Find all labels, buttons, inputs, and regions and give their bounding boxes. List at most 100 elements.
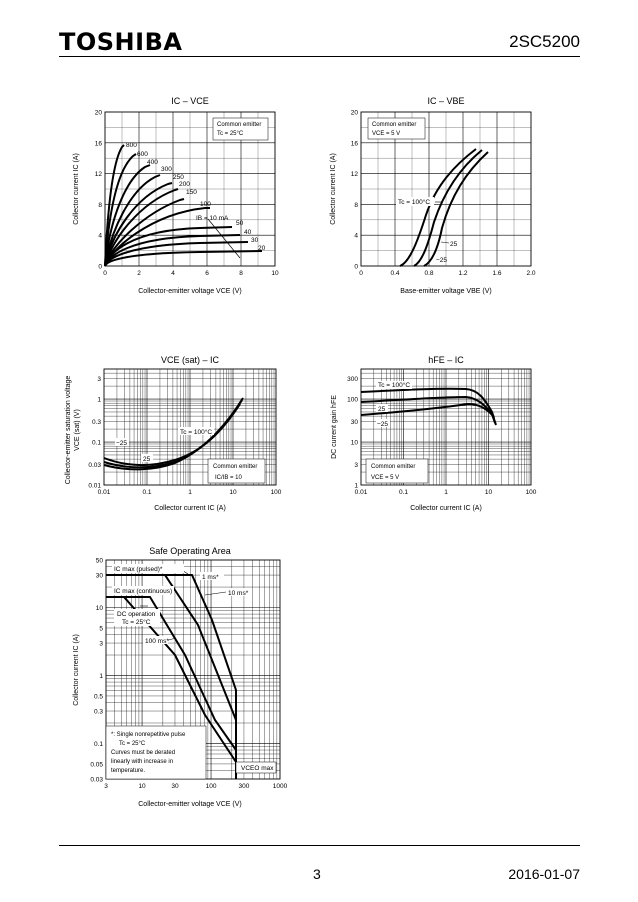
curves [104,144,263,267]
y-ticks: 0 4 8 12 16 20 [95,110,103,271]
soa-label: DC operation [117,611,156,618]
curve-10ms [106,574,237,721]
curve-ib-20 [104,250,263,267]
curve-label: 250 [173,174,184,181]
y-ticks: 1 3 10 30 100 300 [347,376,358,489]
chart-title: IC – VCE [171,96,209,106]
y-axis-label-1: Collector-emitter saturation voltage [65,376,72,485]
legend-box [367,117,426,140]
x-tick-label: 2.0 [526,270,535,277]
y-tick-label: 5 [99,625,103,632]
vceo-box [235,761,277,774]
x-tick-label: 8 [239,270,243,277]
chart-title: IC – VBE [427,96,464,106]
footnote-box [105,725,207,780]
y-tick-label: 12 [351,171,359,178]
x-ticks: 0.01 0.1 1 10 100 [355,489,537,496]
y-ticks: 0.03 0.05 0.1 0.3 0.5 1 3 5 10 30 50 [90,558,103,784]
soa-label: 10 ms* [228,590,249,597]
y-tick-label: 0 [98,264,102,271]
y-tick-label: 3 [97,376,101,383]
x-tick-label: 10 [271,270,279,277]
curve-ib-600 [104,153,137,267]
curve-label: −25 [377,421,388,428]
x-tick-label: 300 [239,783,250,790]
y-tick-label: 10 [96,605,104,612]
y-axis-label: DC current gain hFE [331,395,338,459]
legend-line-1: Common emitter [371,464,415,470]
curve-label: 20 [258,245,266,252]
x-tick-label: 0.01 [355,489,368,496]
x-axis-label: Collector-emitter voltage VCE (V) [138,801,241,808]
footnote-line: Curves must be derated [111,750,175,756]
curve-tc-25 [360,395,496,424]
x-tick-label: 1 [444,489,448,496]
y-tick-label: 0.1 [92,440,101,447]
x-tick-label: 4 [171,270,175,277]
y-tick-label: 50 [96,558,104,565]
curves [399,148,489,267]
footnote-line: *: Single nonrepetitive pulse [111,732,186,738]
x-tick-label: 2 [137,270,141,277]
curve-label: 800 [126,142,137,149]
curve-label: Tc = 100°C [398,198,430,206]
revision-date: 2016-01-07 [508,866,580,882]
footnote-line: linearly with increase in [111,759,173,765]
curve-label: Tc = 100°C [180,428,212,436]
legend-line-2: IC/IB = 10 [215,475,243,481]
curve-ib-50 [104,226,233,267]
y-tick-label: 0.03 [90,777,103,784]
legend-box [365,458,429,484]
curve-label: 50 [236,220,244,227]
x-tick-label: 1000 [273,783,288,790]
curve-tc-minus25 [103,397,244,471]
curves [106,574,237,779]
x-tick-label: 0 [103,270,107,277]
footnote-line: Tc = 25°C [119,741,146,747]
hfe-ic-chart: hFE – IC 0.01 0.1 1 10 100 1 3 10 30 100 300 Coll… [331,355,537,512]
y-tick-label: 0.03 [88,462,101,469]
x-ticks: 3 10 30 100 300 1000 [104,783,287,790]
part-number: 2SC5200 [509,32,580,51]
x-axis-label: Collector-emitter voltage VCE (V) [138,288,241,295]
x-tick-label: 1.6 [492,270,501,277]
curve-tc-100 [399,148,477,267]
y-tick-label: 100 [347,397,358,404]
curve-label: −25 [116,440,127,447]
curve-tc-minus25 [360,402,497,426]
x-ticks: 0 0.4 0.8 1.2 1.6 2.0 [359,270,536,277]
footnote-line: temperature. [111,768,145,774]
x-tick-label: 0.01 [98,489,111,496]
header-rule [59,56,580,57]
curve-label: 30 [251,237,259,244]
x-tick-label: 3 [104,783,108,790]
curves [103,397,244,471]
y-tick-label: 0.01 [88,483,101,490]
ic-vce-chart: IC – VCE 0 2 4 6 8 10 0 4 8 12 16 20 Collector-emi… [73,96,279,295]
y-tick-label: 30 [96,573,104,580]
legend-box [207,458,266,484]
x-tick-label: 0.4 [390,270,399,277]
toshiba-logo: TOSHIBA [59,28,183,56]
curve-label: 150 [186,189,197,196]
x-tick-label: 100 [526,489,537,496]
y-tick-label: 3 [354,462,358,469]
x-ticks: 0.01 0.1 1 10 100 [98,489,282,496]
curve-label: 600 [137,151,148,158]
x-axis-label: Collector current IC (A) [154,505,226,512]
x-tick-label: 0.8 [424,270,433,277]
soa-label: VCEO max [241,765,274,772]
y-tick-label: 16 [95,140,103,147]
curve-tc-25 [413,149,483,267]
curve-100ms [106,596,237,751]
y-tick-label: 20 [95,110,103,117]
y-tick-label: 1 [354,483,358,490]
curves [360,387,497,426]
x-tick-label: 1 [188,489,192,496]
soa-label: IC max (pulsed)* [114,566,163,573]
x-tick-label: 10 [229,489,237,496]
y-tick-label: 0.3 [92,419,101,426]
y-tick-label: 1 [99,673,103,680]
curve-label: IB = 10 mA [196,215,229,222]
soa-label: Tc = 25°C [122,618,151,626]
